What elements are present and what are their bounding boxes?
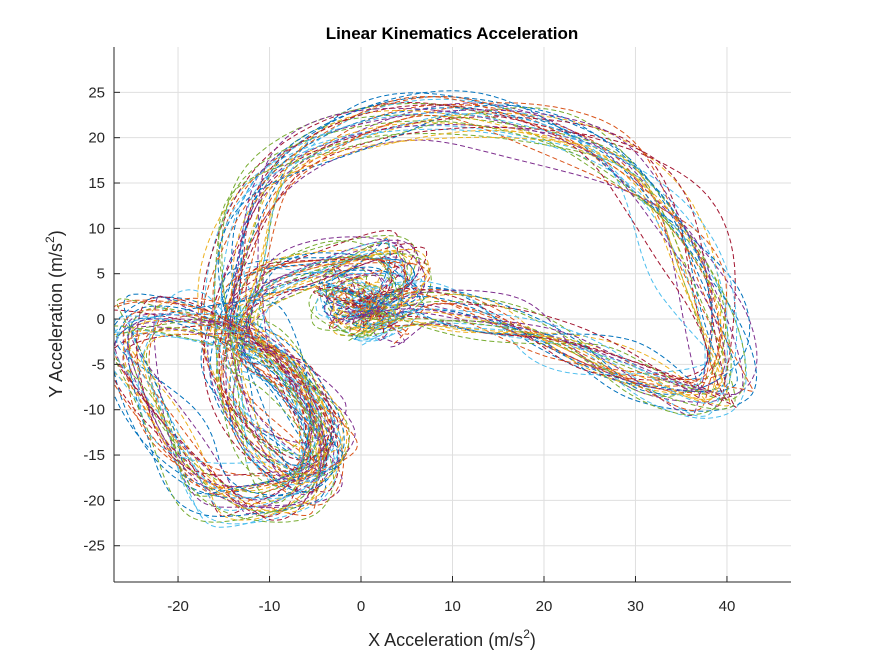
data-series-line: [114, 123, 702, 501]
chart-title: Linear Kinematics Acceleration: [326, 24, 579, 43]
data-series-line: [114, 112, 738, 511]
data-series-line: [114, 125, 729, 528]
y-tick-label: 20: [88, 130, 105, 147]
data-series-line: [114, 113, 706, 500]
y-tick-label: -15: [83, 447, 105, 464]
x-axis-label-exponent: 2: [523, 627, 530, 641]
y-tick-labels: 25 20 15 10 5 0 -5 -10 -15 -20 -25: [83, 84, 105, 554]
y-tick-label: 25: [88, 84, 105, 101]
data-series-line: [132, 128, 747, 525]
x-tick-labels: -20 -10 0 10 20 30 40: [167, 598, 735, 615]
y-axis-label-close: ): [46, 230, 66, 236]
data-series-group: [114, 90, 758, 528]
y-tick-label: 0: [97, 311, 105, 328]
data-series-line: [143, 136, 731, 514]
data-series-line: [114, 96, 738, 499]
data-series-line: [122, 114, 728, 509]
x-tick-label: 10: [444, 598, 461, 615]
data-series-line: [116, 103, 727, 497]
data-series-line: [122, 102, 758, 508]
data-series-line: [114, 120, 732, 523]
y-tick-label: 5: [97, 266, 105, 283]
x-tick-label: 20: [536, 598, 553, 615]
y-tick-label: -25: [83, 538, 105, 555]
data-series-line: [127, 109, 744, 509]
x-tick-label: 30: [627, 598, 644, 615]
data-series-line: [123, 90, 751, 495]
x-axis-label-text: X Acceleration (m/s: [368, 630, 523, 650]
data-series-line: [116, 104, 713, 497]
x-tick-label: 0: [357, 598, 365, 615]
data-series-line: [128, 129, 724, 512]
y-tick-label: 10: [88, 220, 105, 237]
y-tick-label: -10: [83, 402, 105, 419]
data-series-line: [127, 107, 758, 518]
axes: [113, 47, 791, 583]
grid-lines: [114, 47, 791, 582]
x-tick-label: -20: [167, 598, 189, 615]
x-tick-label: -10: [259, 598, 281, 615]
data-series-line: [114, 106, 747, 523]
y-tick-label: -20: [83, 492, 105, 509]
x-tick-label: 40: [719, 598, 736, 615]
y-tick-label: -5: [92, 356, 105, 373]
data-series-line: [128, 102, 754, 517]
x-axis-label-close: ): [530, 630, 536, 650]
data-series-line: [137, 98, 714, 470]
y-tick-label: 15: [88, 175, 105, 192]
data-series-line: [114, 116, 729, 517]
y-axis-label-text: Y Acceleration (m/s: [46, 243, 66, 398]
y-axis-label: Y Acceleration (m/s2): [43, 230, 66, 397]
data-series-line: [136, 109, 723, 492]
y-axis-label-exponent: 2: [43, 236, 57, 243]
x-axis-label: X Acceleration (m/s2): [368, 627, 536, 650]
data-series-line: [122, 126, 737, 521]
